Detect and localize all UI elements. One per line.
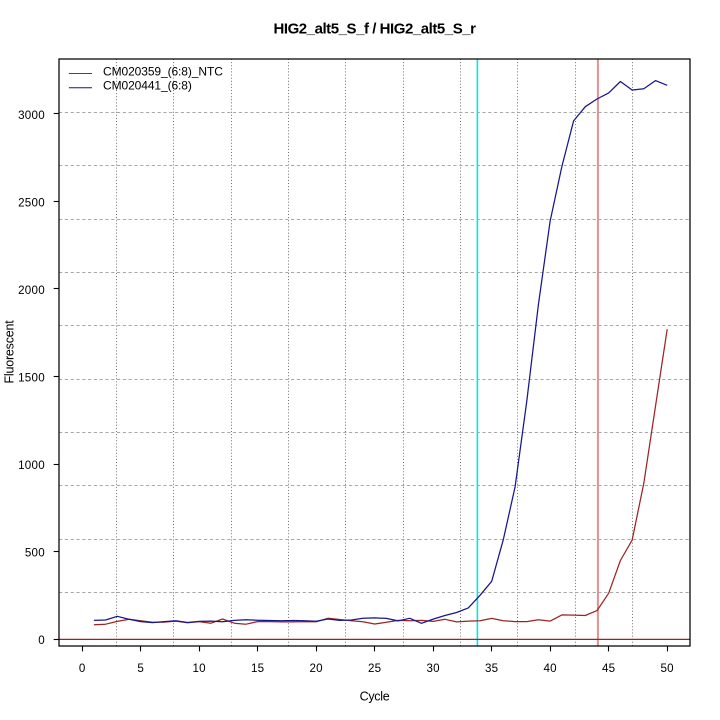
svg-text:CM020359_(6:8)_NTC: CM020359_(6:8)_NTC [103,65,223,79]
svg-text:10: 10 [192,662,205,675]
svg-text:1000: 1000 [18,459,45,472]
svg-text:50: 50 [660,662,673,675]
svg-text:CM020441_(6:8): CM020441_(6:8) [103,78,192,92]
svg-text:3000: 3000 [18,109,45,122]
svg-text:2000: 2000 [18,284,45,297]
svg-text:20: 20 [309,662,322,675]
svg-text:Cycle: Cycle [360,690,390,704]
svg-text:45: 45 [602,662,615,675]
svg-text:25: 25 [368,662,381,675]
svg-text:500: 500 [25,547,45,560]
svg-text:0: 0 [38,634,45,647]
svg-text:15: 15 [251,662,264,675]
svg-text:5: 5 [137,662,144,675]
svg-text:40: 40 [543,662,556,675]
svg-text:Fluorescent: Fluorescent [2,320,16,384]
svg-text:35: 35 [485,662,498,675]
svg-text:30: 30 [426,662,439,675]
svg-text:0: 0 [79,662,86,675]
svg-text:1500: 1500 [18,372,45,385]
svg-text:HIG2_alt5_S_f / HIG2_alt5_S_r: HIG2_alt5_S_f / HIG2_alt5_S_r [273,20,476,37]
svg-text:2500: 2500 [18,196,45,209]
